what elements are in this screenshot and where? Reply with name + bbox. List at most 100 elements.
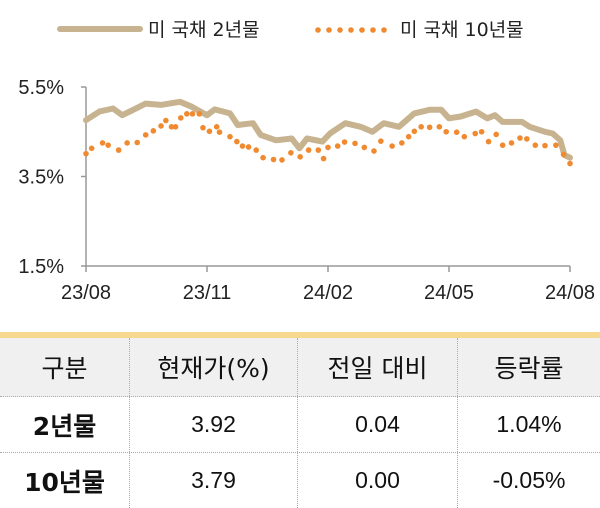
series-10y-point: [341, 139, 348, 145]
series-10y-point: [524, 136, 530, 142]
legend-10y-swatch: [315, 27, 321, 33]
series-10y-point: [158, 123, 164, 129]
series-10y-point: [88, 145, 95, 152]
table-header-row: 구분 현재가(%) 전일 대비 등락률: [0, 338, 600, 397]
series-10y-point: [239, 143, 246, 149]
series-10y-point: [371, 148, 377, 154]
x-tick-label: 24/02: [303, 282, 353, 304]
series-10y-point: [553, 142, 559, 148]
x-tick-label: 23/11: [183, 282, 232, 304]
series-10y-point: [532, 142, 539, 148]
x-tick-label: 24/08: [545, 282, 595, 304]
current-value: 3.79: [130, 453, 298, 508]
series-10y-point: [443, 128, 449, 135]
legend-10y-label: 미 국채 10년물: [400, 19, 524, 41]
legend-10y-swatch: [326, 27, 332, 33]
series-10y-point: [279, 157, 285, 163]
series-10y-point: [334, 143, 341, 149]
header-category: 구분: [0, 338, 130, 396]
series-10y-point: [378, 138, 384, 144]
series-10y-point: [399, 140, 405, 146]
series-10y-point: [411, 128, 418, 135]
series-10y-point: [99, 140, 106, 146]
series-10y-point: [270, 156, 277, 163]
series-10y-point: [508, 140, 515, 146]
series-10y-point: [288, 149, 294, 156]
series-10y-point: [260, 154, 266, 161]
series-10y-point: [361, 144, 368, 151]
yield-chart: 5.5% 3.5% 1.5% 23/08 23/11 24/02 24/05 24/08 미 국…: [18, 19, 595, 304]
yield-table: 구분 현재가(%) 전일 대비 등락률 2년물 3.92 0.04 1.04% …: [0, 332, 600, 508]
series-10y-point: [315, 147, 322, 153]
legend-10y-swatch: [370, 27, 376, 33]
series-10y-point: [142, 132, 149, 138]
table-row: 2년물 3.92 0.04 1.04%: [0, 397, 600, 453]
series-10y-point: [297, 154, 303, 160]
series-10y-point: [163, 117, 169, 124]
series-10y-point: [115, 147, 122, 153]
series-10y-point: [150, 128, 157, 134]
series-10y-point: [478, 128, 485, 135]
x-tick-label: 24/05: [424, 282, 474, 304]
series-10y-point: [172, 124, 179, 130]
current-value: 3.92: [130, 397, 298, 452]
y-tick-label: 5.5%: [18, 77, 64, 99]
table-top-bar: [0, 332, 600, 338]
legend-10y-swatch: [348, 27, 354, 33]
row-label: 10년물: [0, 453, 130, 508]
series-10y-point: [305, 147, 312, 153]
series-10y-point: [234, 138, 240, 145]
y-tick-label: 3.5%: [18, 167, 64, 189]
series-10y-point: [189, 111, 196, 117]
series-10y-point: [134, 139, 141, 146]
series-10y-point: [325, 144, 331, 151]
series-10y-point: [389, 143, 395, 149]
series-10y-point: [517, 135, 523, 141]
rate-value: -0.05%: [492, 467, 566, 493]
rate-value: 1.04%: [496, 411, 562, 437]
series-10y-point: [418, 124, 424, 130]
series-10y-point: [485, 138, 492, 145]
series-10y-point: [499, 142, 506, 148]
series-10y-point: [168, 124, 175, 130]
series-10y-point: [253, 147, 260, 153]
series-10y-point: [405, 133, 412, 140]
series-10y-point: [352, 140, 358, 147]
table-row: 10년물 3.79 0.00 -0.05%: [0, 453, 600, 508]
series-10y-point: [213, 124, 220, 130]
series-10y-point: [436, 124, 443, 130]
series-10y-point: [472, 130, 479, 137]
series-10y-point: [105, 142, 111, 148]
legend-2y-label: 미 국채 2년물: [148, 19, 260, 41]
series-10y-point: [245, 144, 252, 150]
legend-10y-swatch: [337, 27, 343, 33]
header-current: 현재가(%): [130, 338, 298, 396]
series-10y-point: [567, 160, 573, 167]
series-10y-point: [493, 131, 499, 138]
series-10y-point: [83, 150, 89, 157]
legend-10y-swatch: [359, 27, 365, 33]
series-10y-point: [184, 111, 190, 117]
series-10y-point: [124, 140, 130, 146]
series-10y-point: [426, 124, 433, 131]
series-2y-line: [83, 98, 573, 161]
series-10y-point: [177, 115, 184, 121]
change-value: 0.00: [298, 453, 458, 508]
row-label: 2년물: [0, 397, 130, 452]
series-10y-point: [200, 124, 206, 131]
series-10y-point: [227, 133, 233, 140]
header-rate: 등락률: [494, 354, 564, 383]
series-10y-point: [196, 111, 203, 117]
series-10y-point: [542, 142, 548, 149]
legend-10y-swatch: [381, 27, 387, 33]
series-10y-point: [560, 151, 567, 158]
y-tick-label: 1.5%: [18, 256, 64, 278]
change-value: 0.04: [298, 397, 458, 452]
series-10y-point: [320, 155, 327, 162]
header-change: 전일 대비: [298, 338, 458, 396]
series-10y-point: [453, 129, 460, 135]
series-10y-point: [216, 129, 223, 135]
x-tick-label: 23/08: [61, 282, 111, 304]
series-10y-point: [206, 128, 213, 135]
series-10y-point: [461, 133, 468, 140]
